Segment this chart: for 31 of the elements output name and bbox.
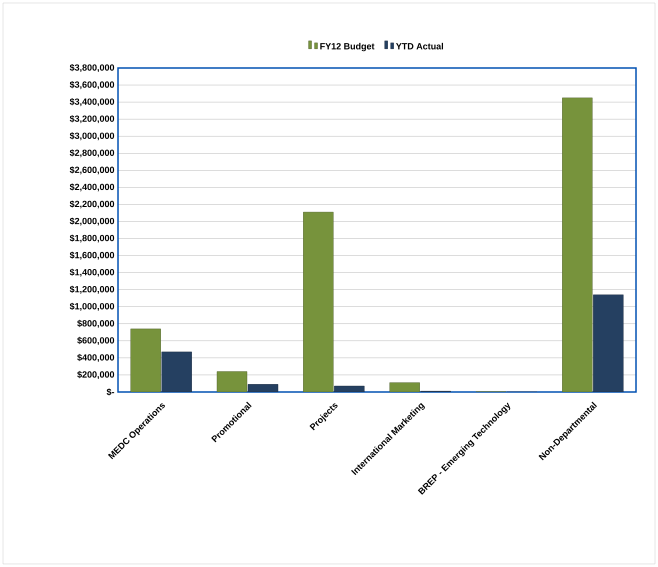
y-tick-label: $2,400,000 (70, 183, 114, 192)
y-tick-label: $3,800,000 (70, 64, 114, 72)
legend-label: FY12 Budget (320, 42, 374, 52)
y-tick-label: $3,600,000 (70, 81, 114, 90)
bar (303, 212, 334, 392)
bar (562, 98, 593, 392)
y-tick-label: $3,400,000 (70, 98, 114, 106)
y-tick-label: $400,000 (77, 354, 114, 362)
legend-label: YTD Actual (396, 42, 444, 50)
y-tick-label: $2,600,000 (70, 166, 114, 174)
bar (216, 371, 248, 392)
bar (593, 294, 624, 392)
bar (161, 352, 192, 392)
y-tick-label: $200,000 (77, 370, 114, 379)
bar (248, 384, 278, 392)
y-tick-label: $2,200,000 (70, 200, 114, 208)
y-tick-label: $2,000,000 (70, 217, 114, 226)
y-tick-label: $800,000 (77, 320, 114, 328)
y-tick-label: $3,000,000 (70, 132, 114, 140)
bar (389, 382, 420, 392)
y-tick-label: $1,200,000 (70, 286, 114, 294)
y-tick-label: $1,400,000 (70, 268, 114, 277)
y-tick-label: $2,800,000 (70, 149, 114, 158)
y-tick-label: $600,000 (77, 336, 114, 345)
y-tick-label: $1,000,000 (70, 302, 114, 311)
bar (130, 328, 161, 392)
y-tick-label: $- (106, 388, 114, 396)
y-tick-label: $1,800,000 (70, 234, 114, 243)
y-tick-label: $1,600,000 (70, 252, 114, 260)
bar (334, 386, 365, 392)
y-tick-label: $3,200,000 (70, 115, 114, 124)
